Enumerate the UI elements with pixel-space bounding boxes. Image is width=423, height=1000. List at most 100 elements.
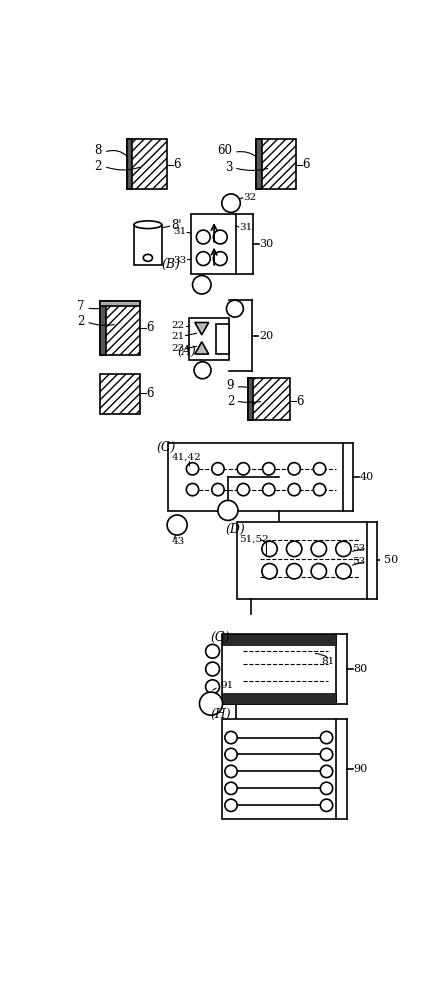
Circle shape [262,541,277,557]
Circle shape [196,252,210,266]
Bar [189,318,229,360]
Circle shape [212,483,224,496]
Text: 51,52: 51,52 [239,534,269,543]
Bar [222,693,336,704]
Circle shape [206,644,220,658]
Text: 53: 53 [352,557,365,566]
Text: 40: 40 [360,472,374,482]
Circle shape [262,564,277,579]
Text: 6: 6 [173,158,181,171]
Circle shape [263,483,275,496]
Circle shape [200,692,222,715]
Circle shape [288,463,300,475]
Text: (A): (A) [177,344,196,358]
Circle shape [336,541,351,557]
Circle shape [187,483,199,496]
Circle shape [313,483,326,496]
Circle shape [196,230,210,244]
Text: 6: 6 [146,321,154,334]
Text: 6: 6 [302,158,310,171]
Text: 23: 23 [171,344,184,353]
Bar [248,378,253,420]
Circle shape [320,748,332,761]
Text: 6: 6 [297,395,304,408]
Circle shape [263,463,275,475]
Circle shape [213,252,227,266]
Text: 50: 50 [384,555,398,565]
Polygon shape [195,323,209,335]
Text: 21: 21 [171,332,184,341]
Text: (D): (D) [225,523,245,536]
Circle shape [225,782,237,795]
Text: 30: 30 [260,239,274,249]
Ellipse shape [134,221,162,229]
Bar [217,324,229,354]
Circle shape [320,782,332,795]
Circle shape [320,799,332,811]
Bar [248,378,290,420]
Circle shape [218,500,238,520]
Text: 41,42: 41,42 [172,453,201,462]
Circle shape [288,483,300,496]
Circle shape [320,731,332,744]
Text: 9: 9 [227,379,234,392]
Bar [100,301,140,355]
Circle shape [167,515,187,535]
Text: 2: 2 [227,395,234,408]
Text: 31: 31 [239,223,253,232]
Bar [256,139,297,189]
Circle shape [313,463,326,475]
Circle shape [187,463,199,475]
Circle shape [222,194,240,212]
Circle shape [194,362,211,379]
Text: 32: 32 [243,192,257,202]
Circle shape [206,662,220,676]
Text: 2: 2 [77,315,85,328]
Text: 33: 33 [173,256,187,265]
Circle shape [320,765,332,778]
Text: 90: 90 [354,764,368,774]
Text: (B): (B) [162,258,181,271]
Circle shape [311,541,327,557]
Text: 60: 60 [217,144,233,157]
Bar [222,634,336,645]
Text: 53: 53 [352,544,365,553]
Text: (C): (C) [157,441,176,454]
Bar [100,301,140,306]
Circle shape [213,230,227,244]
Text: (H): (H) [210,708,231,721]
Circle shape [225,748,237,761]
Circle shape [225,799,237,811]
Circle shape [206,680,220,694]
Text: 81: 81 [321,657,334,666]
Bar [127,139,167,189]
Bar [127,139,132,189]
Circle shape [286,541,302,557]
Circle shape [225,765,237,778]
Bar [100,374,140,414]
Ellipse shape [143,254,153,261]
Circle shape [336,564,351,579]
Text: 7: 7 [77,300,85,313]
Text: 31: 31 [173,227,187,236]
Bar [256,139,262,189]
Text: 80: 80 [354,664,368,674]
Text: 3: 3 [225,161,233,174]
Text: 91: 91 [220,681,233,690]
Bar [168,443,343,511]
Circle shape [225,731,237,744]
Circle shape [212,463,224,475]
Text: (G): (G) [210,631,230,644]
Bar [134,225,162,265]
Circle shape [237,483,250,496]
Text: 20: 20 [259,331,273,341]
Text: 22: 22 [171,321,184,330]
Text: 8: 8 [94,144,102,157]
Bar [222,719,336,819]
Circle shape [237,463,250,475]
Circle shape [192,276,211,294]
Text: 2: 2 [94,160,102,173]
Bar [237,522,367,599]
Bar [222,634,336,704]
Bar [191,214,236,274]
